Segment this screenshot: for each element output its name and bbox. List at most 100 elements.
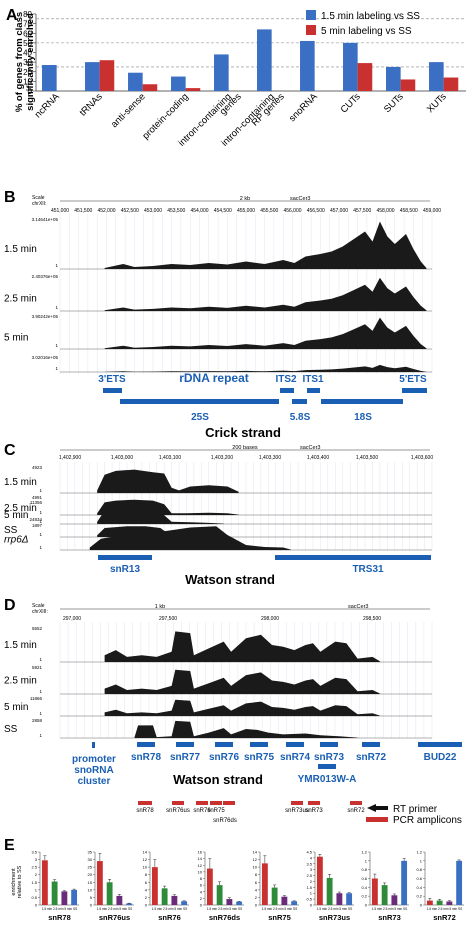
e-chart-title: snR75 <box>268 913 291 922</box>
e-chart-snR76us: 0 5 10 15 20 25 30 35 1.5 min 2.5 min 5 min SS sn… <box>88 850 134 922</box>
gene-label-BUD22: BUD22 <box>424 752 457 763</box>
e-ytick-label: 1.5 <box>306 885 312 890</box>
e-ytick-label: 4 <box>255 887 258 892</box>
d-track-max: 2858 <box>32 718 43 723</box>
e-bar-snR73us-1.5-min <box>316 856 323 905</box>
e-ytick-label: 0 <box>35 903 38 908</box>
a-ytick-label: 0 <box>28 87 33 96</box>
d-track-signal <box>134 720 358 738</box>
a-xlabel: tRNAs <box>78 91 105 118</box>
c-coord: 1,403,100 <box>159 455 181 461</box>
a-bar-SUTs-0 <box>386 66 401 91</box>
e-ytick-label: 0 <box>310 903 313 908</box>
e-bar-snR73us-5-min <box>336 893 343 905</box>
e-ytick-label: 14 <box>198 856 203 861</box>
b-coord: 452,000 <box>97 208 115 214</box>
e-ytick-label: 5 <box>90 895 93 900</box>
feature-3ets-bar <box>103 388 122 393</box>
a-bar-anti-sense-0 <box>128 72 143 91</box>
feature-ymr013w-a-bar <box>318 764 336 769</box>
feature-ymr013w-a-label: YMR013W-A <box>298 774 357 785</box>
c-coord: 1,403,200 <box>211 455 233 461</box>
b-track-signal <box>104 221 427 269</box>
feature-trs31-label: TRS31 <box>352 564 384 575</box>
b-coord: 455,500 <box>260 208 278 214</box>
d-track-max: 5921 <box>32 665 43 670</box>
b-track-min: 1 <box>55 343 58 348</box>
c-track-max: 4923 <box>32 465 43 470</box>
e-bar-snR72-2.5-min <box>436 900 443 905</box>
e-bar-snR75-2.5-min <box>271 887 278 905</box>
e-chart-snR75: 0 2 4 6 8 10 12 14 1.5 min 2.5 min 5 min SS snR75 <box>253 850 299 922</box>
b-track-label: 2.5 min <box>4 294 37 305</box>
e-ytick-label: 35 <box>88 850 93 855</box>
c-coord: 1,402,900 <box>59 455 81 461</box>
rt-primer-legend: RT primer <box>393 804 438 815</box>
gene-label-snR73: snR73 <box>314 752 344 763</box>
e-chart-snR72: 0 0.2 0.4 0.6 0.8 1 1.2 1.5 min 2.5 min 5 min S… <box>416 850 464 922</box>
a-bar-intron-containing-genes-0 <box>214 54 229 91</box>
panel-c-strand-label: Watson strand <box>185 572 275 587</box>
e-chart-title: snR73us <box>319 913 350 922</box>
e-ytick-label: 0 <box>365 903 368 908</box>
e-ytick-label: 15 <box>88 880 93 885</box>
e-chart-title: snR76us <box>99 913 130 922</box>
legend-label-1-5min: 1.5 min labeling vs SS <box>321 11 420 22</box>
b-coord: 455,000 <box>237 208 255 214</box>
c-track-signal <box>97 526 209 537</box>
e-ytick-label: 1.2 <box>361 850 367 855</box>
legend-label-5min: 5 min labeling vs SS <box>321 26 412 37</box>
e-ytick-label: 12 <box>198 863 203 868</box>
panel-e-ylabel-2: relative to SS <box>17 865 23 898</box>
e-ytick-label: 0.5 <box>31 895 37 900</box>
e-ytick-label: 25 <box>88 865 93 870</box>
e-bar-snR76us-1.5-min <box>96 861 103 905</box>
e-ytick-label: 0 <box>200 903 203 908</box>
panel-a-ylabel-2: significantly enriched <box>25 13 36 111</box>
e-ytick-label: 3 <box>35 857 38 862</box>
e-ytick-label: 6 <box>200 883 203 888</box>
amplicon-bar-snR73us <box>291 801 303 805</box>
e-ytick-label: 2.5 <box>306 873 312 878</box>
e-bar-snR73-5-min <box>391 895 398 905</box>
promoter-label-3: cluster <box>78 776 111 787</box>
panel-label-c: C <box>4 442 16 459</box>
b-track-max: 3.90242e+05 <box>32 314 59 319</box>
e-ytick-label: 12 <box>143 857 148 862</box>
amplicon-label-snR73us: snR73us <box>285 808 309 814</box>
panel-c-assembly: sacCer3 <box>300 445 320 451</box>
amplicon-bar-snR76us <box>172 801 184 805</box>
e-ytick-label: 3.5 <box>31 850 37 855</box>
a-ytick-label: 50 <box>23 39 32 48</box>
e-ytick-label: 1.5 <box>31 880 37 885</box>
c-track-max: 24834 <box>29 517 42 522</box>
e-ytick-label: 4 <box>200 889 203 894</box>
panel-d-genes: snR78 snR77 snR76 snR75 snR74 snR73 snR72 BUD22 <box>131 742 462 763</box>
e-bar-snR72-5-min <box>446 901 453 905</box>
e-ytick-label: 2 <box>310 879 313 884</box>
feature-its2-bar <box>280 388 294 393</box>
e-bar-snR75-1.5-min <box>261 863 268 905</box>
e-ytick-label: 0.2 <box>416 894 422 899</box>
e-chart-title: snR78 <box>48 913 71 922</box>
e-xticks: 1.5 min 2.5 min 5 min SS <box>42 907 78 911</box>
feature-5ets-bar <box>402 388 427 393</box>
panel-d-scale-title: 1 kb <box>155 604 165 610</box>
panel-a-x-labels: ncRNA tRNAs anti-senseprotein-codingintron… <box>33 91 449 149</box>
e-bar-snR76us-SS <box>126 903 133 905</box>
d-track-signal <box>104 631 380 662</box>
a-bar-CUTs-0 <box>343 42 358 91</box>
d-track-min: 1 <box>39 689 42 694</box>
e-ytick-label: 3 <box>310 867 313 872</box>
panel-d-coords: 297,000 297,500 298,000 298,500 <box>63 616 381 622</box>
e-ytick-label: 20 <box>88 872 93 877</box>
a-bar-snoRNA-0 <box>300 40 315 91</box>
b-track-min: 1 <box>55 366 58 371</box>
c-track-min: 1 <box>39 532 42 537</box>
gene-bar-snR77 <box>176 742 194 747</box>
e-chart-snR78: 0 0.5 1 1.5 2 2.5 3 3.5 1.5 min 2.5 min 5 min SS… <box>31 850 79 922</box>
d-coord: 298,500 <box>363 616 381 622</box>
amplicon-label-snR73: snR73 <box>305 808 323 814</box>
e-ytick-label: 0 <box>420 903 423 908</box>
b-coord: 454,000 <box>190 208 208 214</box>
